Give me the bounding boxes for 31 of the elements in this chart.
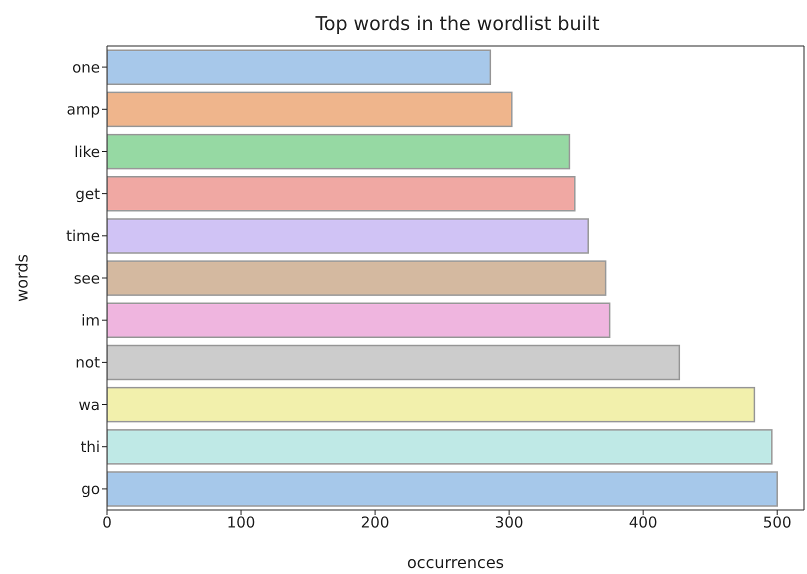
bar bbox=[107, 386, 756, 422]
bar bbox=[107, 344, 680, 380]
y-tick-label: wa bbox=[78, 396, 100, 414]
y-axis-title: words bbox=[12, 254, 32, 302]
x-tick-label: 200 bbox=[360, 514, 390, 532]
x-axis-title: occurrences bbox=[406, 553, 504, 572]
bar bbox=[107, 429, 773, 465]
x-tick-label: 100 bbox=[226, 514, 256, 532]
y-tick-label: like bbox=[74, 142, 100, 161]
y-tick-label: amp bbox=[66, 100, 100, 119]
bar bbox=[107, 302, 610, 338]
bar bbox=[107, 49, 492, 85]
bar bbox=[107, 260, 606, 296]
bar bbox=[107, 92, 513, 128]
y-tick-label: thi bbox=[80, 438, 100, 456]
y-tick-label: see bbox=[74, 269, 100, 288]
x-tick-label: 0 bbox=[102, 514, 112, 532]
x-tick-label: 400 bbox=[628, 514, 658, 532]
y-tick-label: im bbox=[81, 312, 100, 330]
bar bbox=[107, 218, 589, 254]
chart-title: Top words in the wordlist built bbox=[314, 12, 601, 37]
bar bbox=[107, 134, 570, 170]
y-tick-label: not bbox=[75, 354, 100, 372]
x-tick-label: 500 bbox=[762, 514, 792, 532]
bar bbox=[107, 176, 576, 212]
y-tick-label: go bbox=[81, 480, 100, 498]
y-tick-label: time bbox=[66, 227, 100, 246]
y-tick-label: get bbox=[75, 184, 100, 203]
y-tick-label: one bbox=[72, 58, 100, 76]
bar bbox=[107, 471, 778, 507]
x-tick-label: 300 bbox=[494, 514, 524, 532]
